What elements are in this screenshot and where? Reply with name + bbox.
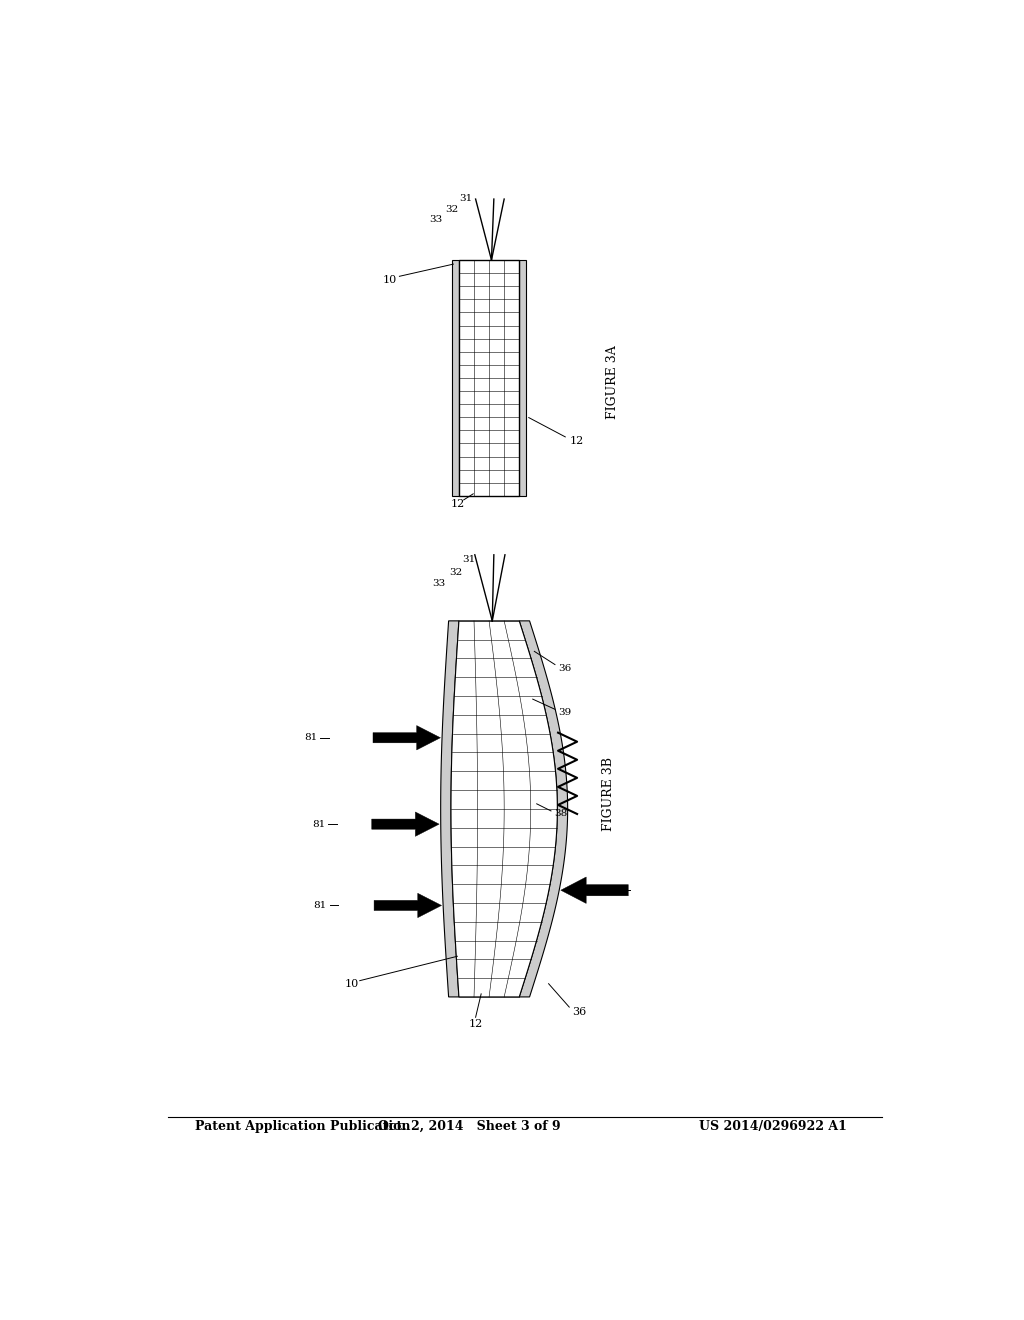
Text: 12: 12 bbox=[468, 1019, 482, 1030]
Polygon shape bbox=[372, 812, 439, 837]
Text: 38: 38 bbox=[554, 809, 567, 818]
Text: FIGURE 3B: FIGURE 3B bbox=[602, 756, 614, 830]
Text: 82: 82 bbox=[604, 888, 617, 896]
Text: 32: 32 bbox=[445, 205, 459, 214]
Text: 33: 33 bbox=[432, 578, 445, 587]
Polygon shape bbox=[451, 620, 557, 997]
Polygon shape bbox=[373, 726, 440, 750]
Bar bbox=[452, 260, 459, 496]
Text: 31: 31 bbox=[463, 556, 476, 565]
Text: US 2014/0296922 A1: US 2014/0296922 A1 bbox=[699, 1119, 847, 1133]
Text: 81: 81 bbox=[312, 820, 325, 829]
Text: 33: 33 bbox=[429, 215, 442, 224]
Text: 36: 36 bbox=[558, 664, 571, 673]
Text: Patent Application Publication: Patent Application Publication bbox=[196, 1119, 411, 1133]
Text: 10: 10 bbox=[383, 276, 397, 285]
Text: 10: 10 bbox=[345, 978, 359, 989]
Text: 36: 36 bbox=[571, 1007, 586, 1018]
Bar bbox=[519, 260, 526, 496]
Text: 12: 12 bbox=[451, 499, 465, 510]
Text: 39: 39 bbox=[558, 708, 571, 717]
Polygon shape bbox=[519, 620, 567, 997]
Polygon shape bbox=[440, 620, 459, 997]
Text: 81: 81 bbox=[304, 733, 317, 742]
Text: Oct. 2, 2014   Sheet 3 of 9: Oct. 2, 2014 Sheet 3 of 9 bbox=[378, 1119, 560, 1133]
Text: FIGURE 3A: FIGURE 3A bbox=[605, 345, 618, 418]
Text: 32: 32 bbox=[450, 568, 463, 577]
Bar bbox=[459, 260, 519, 496]
Polygon shape bbox=[374, 894, 441, 917]
Text: 81: 81 bbox=[313, 902, 327, 909]
Text: 12: 12 bbox=[569, 436, 584, 446]
Polygon shape bbox=[561, 876, 629, 903]
Text: 31: 31 bbox=[460, 194, 473, 202]
